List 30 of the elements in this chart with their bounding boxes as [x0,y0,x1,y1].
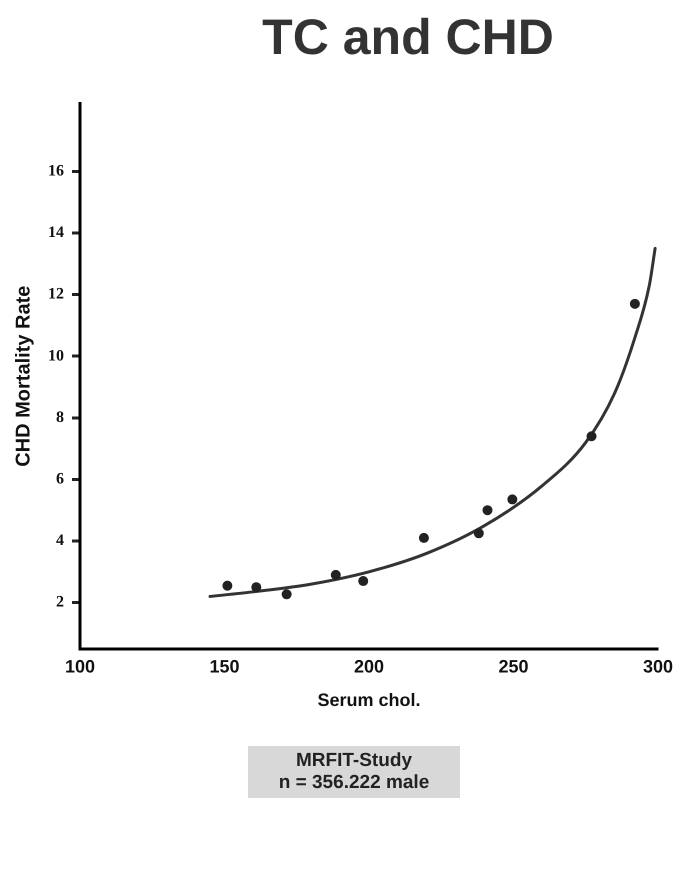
point [474,528,484,538]
x-tick-label: 300 [642,656,674,677]
point [222,580,232,591]
point [418,532,429,543]
point [330,570,341,580]
y-tick-label: 14 [48,224,64,242]
y-tick-label: 8 [56,408,64,426]
y-tick-label: 12 [48,286,64,303]
point [630,298,640,309]
x-tick-label: 200 [354,656,384,677]
x-axis-title: Serum chol. [317,690,421,710]
chart-title: TC and CHD [261,8,555,66]
x-tick-label: 250 [498,656,529,677]
y-axis-title: CHD Mortality Rate [12,286,35,467]
point [507,494,518,504]
y-tick-label: 2 [56,594,64,611]
y-tick-label: 6 [56,470,64,488]
x-tick-label: 100 [64,656,96,677]
text: n = 356.222 male [278,772,430,794]
x-tick-label: 150 [209,656,240,677]
y-tick-label: 16 [48,162,64,180]
text: MRFIT-Study [294,750,414,772]
y-tick-label: 4 [56,532,64,550]
point [251,582,262,592]
point [358,576,368,586]
line-series [208,246,657,598]
point [482,505,492,516]
y-tick-label: 10 [48,347,64,364]
point [586,431,597,442]
point [282,589,292,600]
